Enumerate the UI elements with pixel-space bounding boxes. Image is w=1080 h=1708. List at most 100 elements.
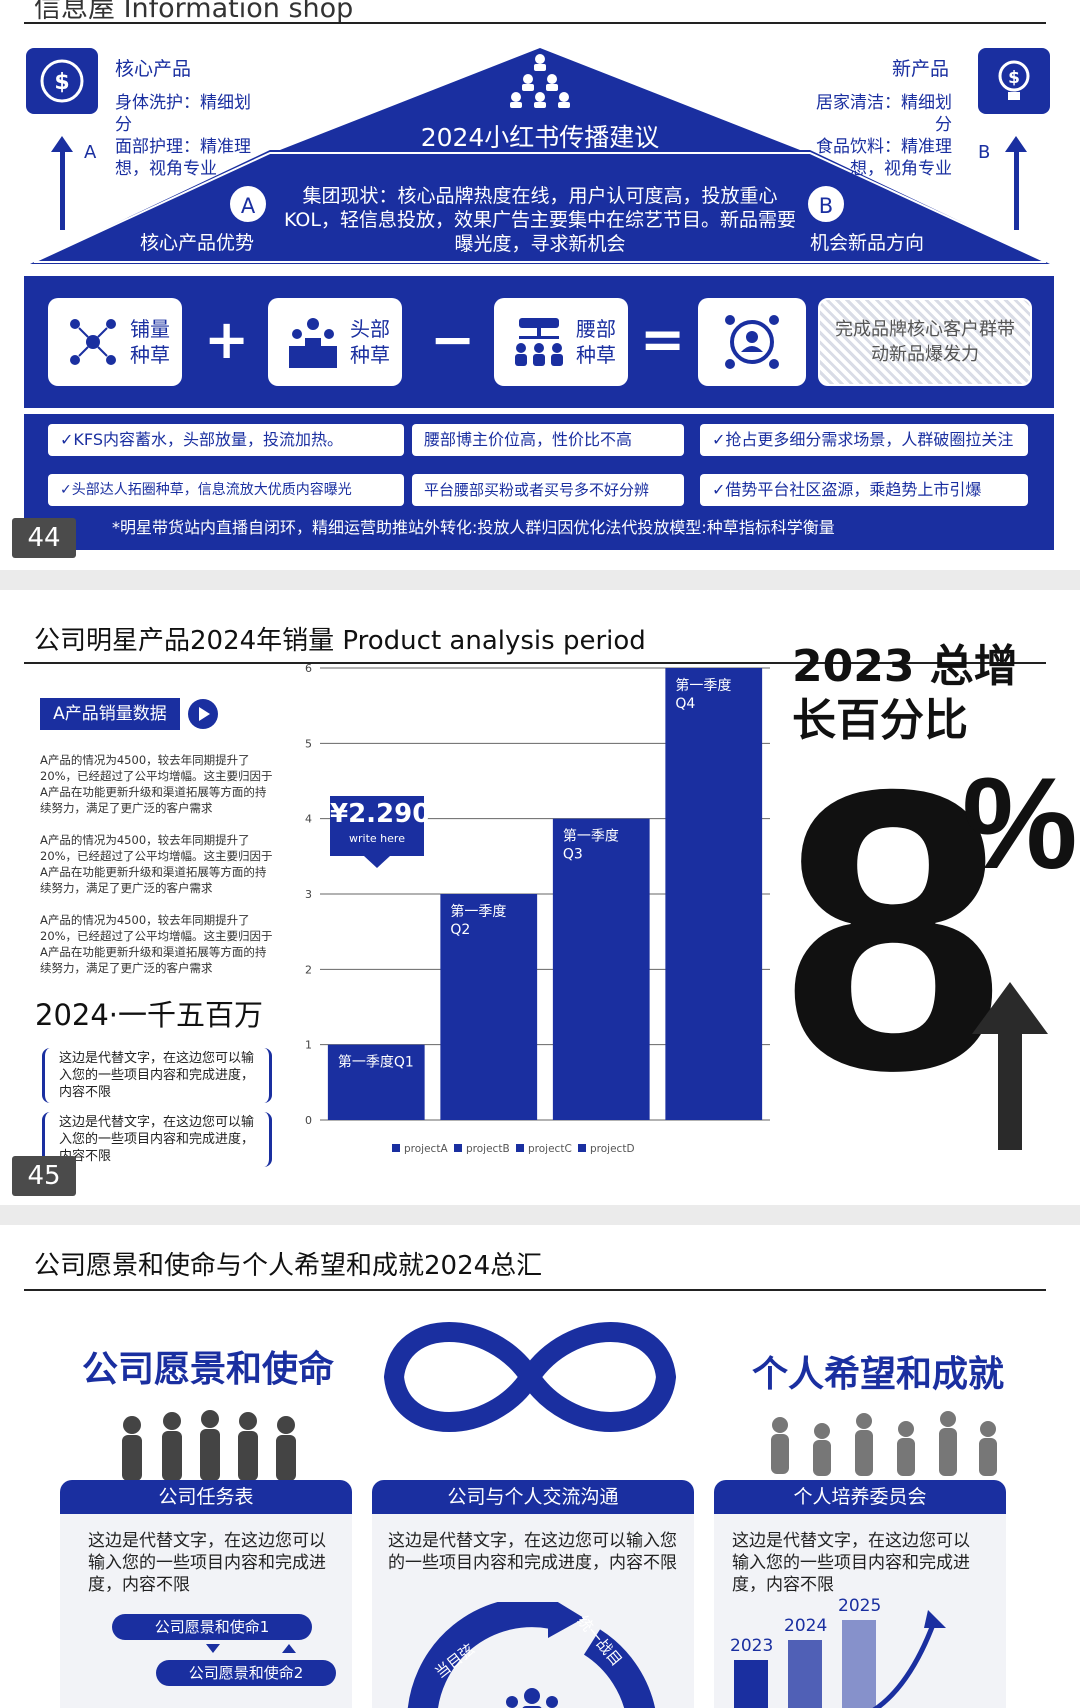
sales-headline: 2024·一千五百万 [35, 998, 264, 1032]
bar-label-4: 第一季度 Q4 [675, 677, 731, 712]
minus-operator: − [430, 308, 476, 371]
slide-title: 公司愿景和使命与个人希望和成就2024总汇 [34, 1251, 543, 1281]
year-label-2024: 2024 [784, 1616, 828, 1636]
svg-text:$: $ [54, 70, 69, 95]
note-block-2: 这边是代替文字，在这边您可以输入您的一些项目内容和完成进度，内容不限 [42, 1112, 272, 1167]
y-tick-label: 5 [305, 737, 312, 750]
play-icon[interactable] [188, 699, 218, 729]
slide-vision-summary: 公司愿景和使命与个人希望和成就2024总汇 公司愿景和使命 个人希望和成就 公司… [0, 1225, 1080, 1708]
mission-pill-1: 公司愿景和使命1 [112, 1614, 312, 1640]
team-hierarchy-icon [508, 311, 570, 373]
bar-2 [440, 894, 538, 1120]
left-line1: 身体洗护：精细划分 [115, 93, 251, 135]
left-base-label: 核心产品优势 [140, 232, 255, 254]
right-up-arrow [1005, 136, 1027, 230]
formula-label-1: 铺量种草 [130, 317, 170, 367]
price-value: ¥2.290 [330, 799, 431, 829]
y-tick-label: 0 [305, 1114, 312, 1127]
svg-text:$: $ [1008, 68, 1020, 88]
description-paragraph-3: A产品的情况为4500，较去年同期提升了20%，已经超过了公平均增幅。这主要归因… [40, 913, 273, 975]
celebrating-people-icon [771, 1411, 997, 1476]
right-arrow-label: B [978, 142, 991, 163]
legend-label-4: projectD [590, 1143, 635, 1155]
growth-unit: % [962, 750, 1078, 896]
left-arrow-label: A [84, 142, 97, 163]
bar-1 [327, 1044, 425, 1120]
slide-separator [0, 570, 1080, 590]
y-tick-label: 4 [305, 813, 312, 826]
note-pill-1: ✓KFS内容蓄水，头部放量，投流加热。 [48, 424, 404, 456]
circle-label-b: B [806, 184, 846, 224]
y-tick-label: 6 [305, 662, 312, 675]
left-up-arrow [51, 136, 73, 230]
year-bar-2023 [734, 1660, 768, 1708]
right-base-label: 机会新品方向 [810, 232, 925, 254]
slide-information-shop: 信息屋 Information shop 2024小红书传播建议 $ 核心产品 … [0, 0, 1080, 570]
growth-title: 2023 总增长百分比 [792, 641, 1018, 746]
lightbulb-dollar-icon: $ [978, 48, 1050, 114]
price-subtext: write here [349, 832, 405, 845]
right-heading: 新产品 [892, 58, 950, 80]
panel-text-3: 这边是代替文字，在这边您可以输入您的一些项目内容和完成进度，内容不限 [732, 1531, 970, 1595]
title-underline [24, 662, 1046, 664]
note-pill-4: ✓头部达人拓圈种草，信息流放大优质内容曝光 [48, 474, 404, 506]
mission-pill-2: 公司愿景和使命2 [156, 1660, 336, 1686]
y-tick-label: 3 [305, 888, 312, 901]
team-silhouette-icon [122, 1410, 296, 1481]
money-bag-icon: $ [26, 48, 98, 114]
note-pill-3: ✓抢占更多细分需求场景，人群破圈拉关注 [700, 424, 1028, 456]
page-number: 45 [12, 1156, 76, 1196]
year-bar-2025 [842, 1620, 876, 1708]
vision-heading: 公司愿景和使命 [82, 1349, 335, 1390]
y-tick-label: 2 [305, 963, 312, 976]
description-paragraph-1: A产品的情况为4500，较去年同期提升了20%，已经超过了公平均增幅。这主要归因… [40, 753, 273, 815]
page-number: 44 [12, 518, 76, 558]
cycle-arrows-icon [407, 1602, 656, 1708]
growth-arrow-icon [872, 1610, 946, 1708]
panel-company-tasks: 公司任务表 这边是代替文字，在这边您可以输入您的一些项目内容和完成进度，内容不限… [60, 1480, 352, 1708]
bar-3 [552, 818, 650, 1120]
title-underline [24, 22, 1046, 24]
bar-label-1: 第一季度Q1 [338, 1054, 414, 1071]
panel-communication: 公司与个人交流沟通 这边是代替文字，在这边您可以输入您的一些项目内容和完成进度，… [372, 1480, 694, 1708]
quarterly-bar-chart: 0 1 2 3 4 5 6 第一季度Q1 第一季度 Q2 第一季度 Q3 第一季度 Q4 projectA p… [305, 662, 770, 1155]
network-people-icon [62, 311, 124, 373]
legend-swatch-3 [516, 1144, 524, 1152]
formula-label-2: 头部种草 [350, 317, 390, 367]
footer-note: *明星带货站内直播自闭环，精细运营助推站外转化:投放人群归因优化法代投放模型:种… [112, 518, 835, 537]
equals-operator: = [640, 308, 686, 371]
sales-data-tag: A产品销量数据 [40, 698, 180, 730]
bar-label-3: 第一季度 Q3 [563, 828, 619, 863]
year-label-2023: 2023 [730, 1636, 774, 1656]
panel-personal-committee: 个人培养委员会 这边是代替文字，在这边您可以输入您的一些项目内容和完成进度，内容… [714, 1480, 1006, 1708]
right-line1: 居家清洁：精细划分 [816, 93, 952, 135]
price-callout: ¥2.290 write here [330, 796, 431, 856]
people-pyramid-icon [510, 54, 570, 108]
legend-label-3: projectC [528, 1143, 572, 1155]
up-arrow-small-icon [282, 1644, 296, 1653]
description-paragraph-2: A产品的情况为4500，较去年同期提升了20%，已经超过了公平均增幅。这主要归因… [40, 833, 273, 895]
formula-card-2: 头部种草 [268, 298, 402, 386]
growth-value: 8 [782, 706, 1005, 1153]
left-heading: 核心产品 [115, 58, 192, 80]
formula-result: 完成品牌核心客户群带动新品爆发力 [818, 298, 1032, 386]
bar-label-2: 第一季度 Q2 [450, 903, 506, 938]
panel-text-1: 这边是代替文字，在这边您可以输入您的一些项目内容和完成进度，内容不限 [88, 1531, 326, 1595]
note-pill-6: ✓借势平台社区盗源，乘趋势上市引爆 [700, 474, 1028, 506]
legend-swatch-4 [578, 1144, 586, 1152]
up-arrow-icon [972, 982, 1048, 1150]
personal-heading: 个人希望和成就 [752, 1354, 1005, 1395]
year-label-2025: 2025 [838, 1596, 882, 1616]
right-line2: 食品饮料：精准理想，视角专业 [816, 137, 952, 179]
target-person-icon [721, 311, 783, 373]
legend-swatch-2 [454, 1144, 462, 1152]
year-bar-2024 [788, 1640, 822, 1708]
center-title: 2024小红书传播建议 [420, 123, 660, 152]
note-pill-5: 平台腰部买粉或者买号多不好分辨 [412, 474, 684, 506]
slide-title: 信息屋 Information shop [34, 0, 354, 24]
formula-card-3: 腰部种草 [494, 298, 628, 386]
down-arrow-icon [206, 1644, 220, 1653]
bar-4 [665, 668, 763, 1120]
y-tick-label: 1 [305, 1039, 312, 1052]
podium-people-icon [282, 311, 344, 373]
